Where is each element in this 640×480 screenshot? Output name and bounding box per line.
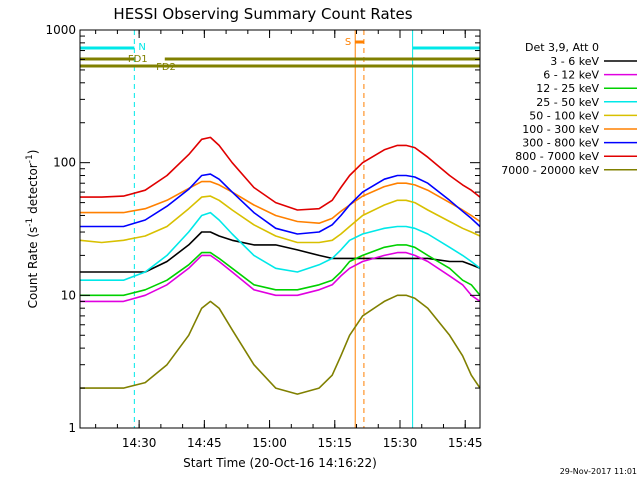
x-tick-label: 15:30 bbox=[383, 436, 418, 450]
x-tick-label: 15:45 bbox=[448, 436, 483, 450]
saa-flag-label: S bbox=[345, 37, 351, 48]
series-line-8 bbox=[80, 136, 481, 211]
y-axis-label: Count Rate (s-1 detector-1) bbox=[25, 150, 40, 309]
legend-label-1: 3 - 6 keV bbox=[550, 55, 599, 68]
plot-area: N S FD1 FD2 bbox=[79, 30, 481, 428]
y-tick-label: 100 bbox=[53, 156, 76, 170]
x-tick-label: 14:45 bbox=[187, 436, 222, 450]
fd2-flag-label: FD2 bbox=[156, 62, 176, 73]
y-tick-label: 10 bbox=[61, 288, 76, 302]
plot-frame bbox=[79, 29, 481, 429]
series-line-2 bbox=[80, 251, 481, 303]
series-line-5 bbox=[79, 195, 481, 244]
fd1-flag-label: FD1 bbox=[128, 54, 148, 65]
x-axis: 14:30 14:45 15:00 15:15 15:30 15:45 bbox=[95, 30, 483, 450]
y-tick-label: 1000 bbox=[45, 23, 76, 37]
date-stamp: 29-Nov-2017 11:01 bbox=[560, 467, 637, 476]
series-line-6 bbox=[80, 180, 481, 224]
x-axis-label: Start Time (20-Oct-16 14:16:22) bbox=[183, 456, 377, 470]
x-tick-label: 14:30 bbox=[122, 436, 157, 450]
series-line-7 bbox=[80, 173, 481, 235]
legend-title: Det 3,9, Att 0 bbox=[525, 41, 599, 54]
y-axis: 1 10 100 1000 bbox=[45, 23, 480, 435]
legend-label-3: 12 - 25 keV bbox=[536, 82, 599, 95]
x-tick-label: 15:00 bbox=[252, 436, 287, 450]
x-tick-label: 15:15 bbox=[317, 436, 352, 450]
series-line-3 bbox=[80, 244, 481, 297]
series-line-1 bbox=[80, 231, 481, 273]
series-line-4 bbox=[80, 211, 481, 282]
series-line-9 bbox=[80, 294, 481, 395]
legend-label-6: 100 - 300 keV bbox=[522, 123, 599, 136]
legend-label-4: 25 - 50 keV bbox=[536, 96, 599, 109]
legend-label-9: 7000 - 20000 keV bbox=[501, 164, 599, 177]
legend-label-8: 800 - 7000 keV bbox=[515, 150, 599, 163]
legend-label-2: 6 - 12 keV bbox=[543, 69, 599, 82]
y-tick-label: 1 bbox=[68, 421, 76, 435]
legend-label-5: 50 - 100 keV bbox=[529, 109, 599, 122]
legend-label-7: 300 - 800 keV bbox=[522, 137, 599, 150]
chart-title: HESSI Observing Summary Count Rates bbox=[113, 5, 412, 23]
night-flag-label: N bbox=[138, 42, 145, 53]
